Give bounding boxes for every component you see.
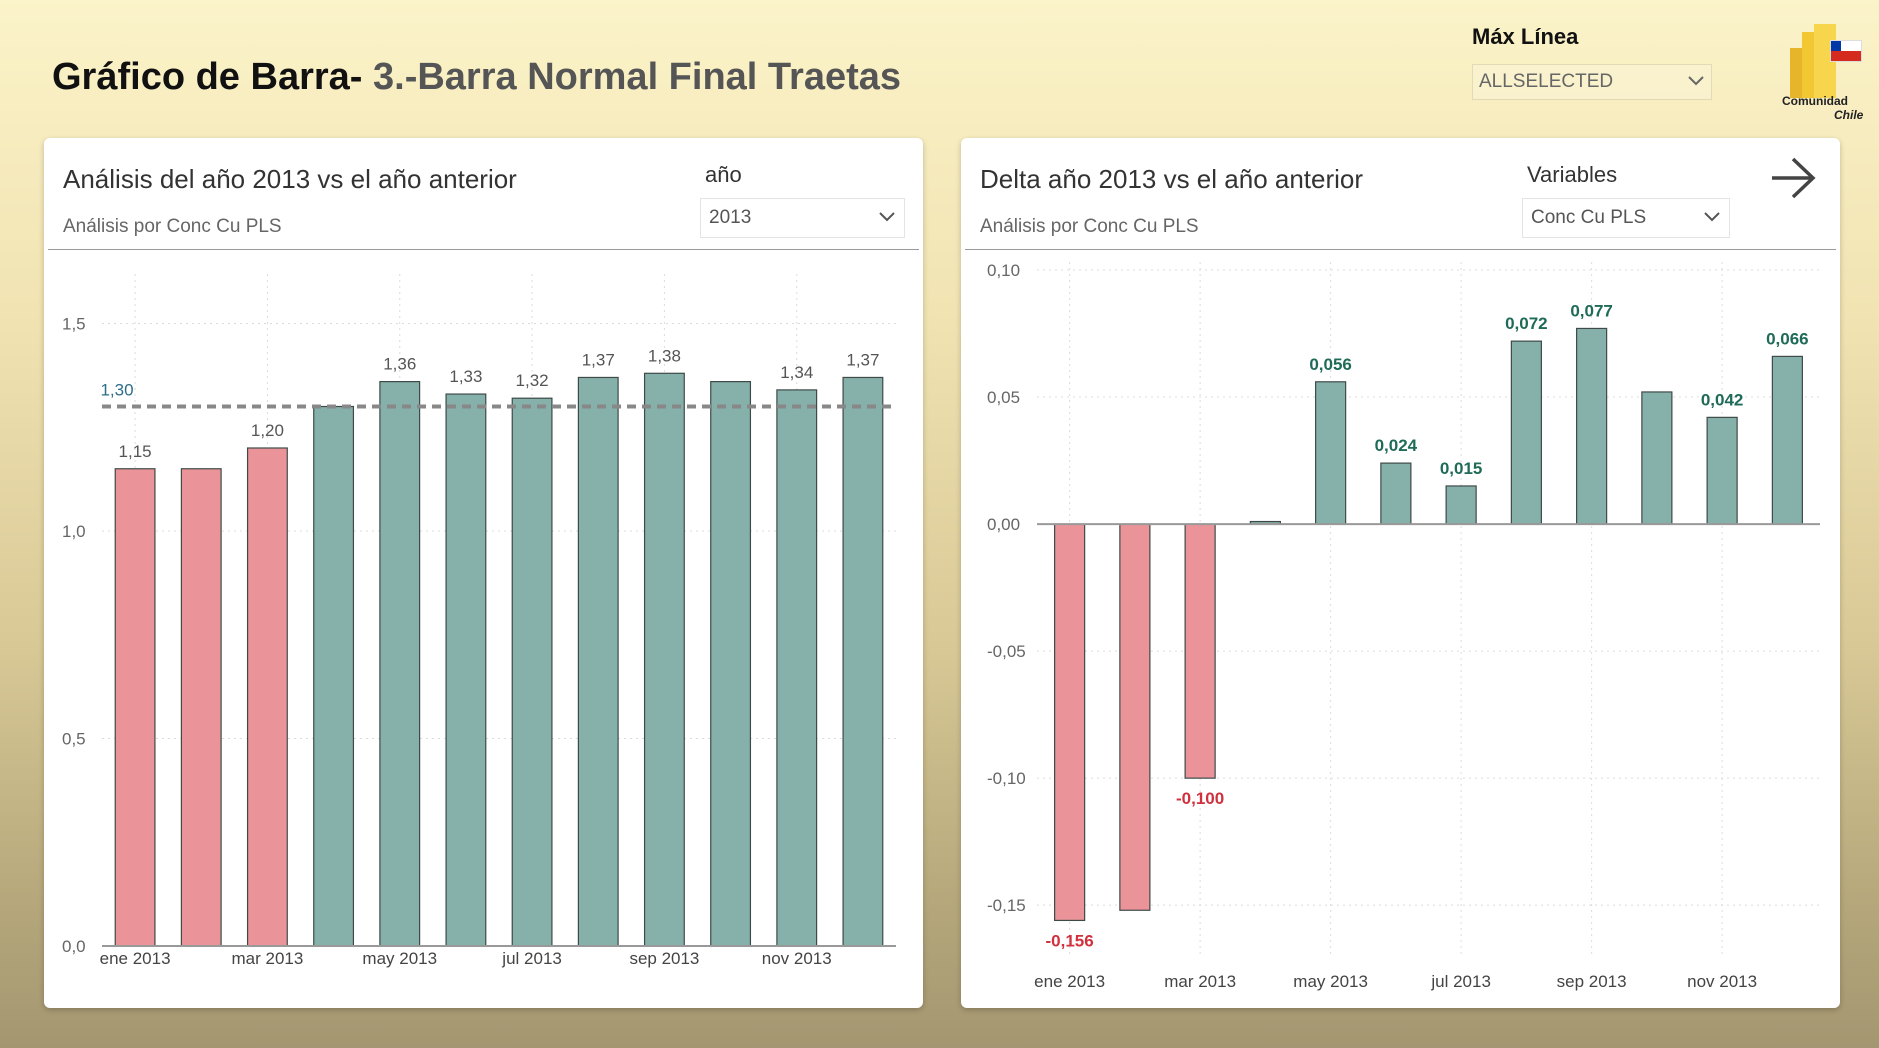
data-label: 1,38 — [648, 346, 681, 365]
bar-may-2013[interactable] — [379, 381, 421, 947]
data-label: 1,36 — [383, 355, 416, 374]
bar-sep-2013[interactable] — [643, 372, 685, 947]
analysis-card-title: Análisis del año 2013 vs el año anterior — [63, 164, 517, 194]
y-tick-label: 0,00 — [987, 515, 1020, 534]
delta-card-title: Delta año 2013 vs el año anterior — [980, 164, 1364, 194]
x-tick-label: jul 2013 — [501, 949, 562, 968]
bar-mar-2013[interactable] — [1184, 523, 1216, 779]
delta-card-subtitle: Análisis por Conc Cu PLS — [980, 216, 1199, 237]
data-label: 0,015 — [1440, 459, 1483, 478]
chevron-down-icon — [1703, 211, 1720, 225]
bar-ago-2013[interactable] — [577, 376, 619, 947]
data-label: 1,32 — [516, 371, 549, 390]
chevron-down-icon — [1687, 75, 1704, 89]
data-label: 0,066 — [1766, 329, 1809, 348]
page-title: Gráfico de Barra- 3.-Barra Normal Final … — [52, 56, 901, 99]
bar-ago-2013[interactable] — [1510, 340, 1542, 525]
bar-sep-2013[interactable] — [1576, 327, 1608, 525]
bar-oct-2013[interactable] — [710, 381, 752, 947]
bar-jul-2013[interactable] — [1445, 485, 1477, 525]
bar-dic-2013[interactable] — [1771, 355, 1803, 525]
year-dropdown-value: 2013 — [709, 207, 752, 228]
x-tick-label: may 2013 — [1293, 972, 1368, 991]
variables-dropdown[interactable]: Conc Cu PLS — [1522, 198, 1730, 238]
delta-bar-chart: 0,10 0,05 0,00 -0,05 -0,10 -0,15 -0,156 -0,100 0… — [987, 261, 1820, 991]
analysis-card: Análisis del año 2013 vs el año anterior… — [44, 138, 923, 1008]
y-tick-label: 1,5 — [62, 315, 86, 334]
x-tick-label: mar 2013 — [232, 949, 304, 968]
bar-nov-2013[interactable] — [776, 389, 818, 947]
x-tick-label: sep 2013 — [629, 949, 699, 968]
bar-oct-2013[interactable] — [1641, 391, 1673, 525]
bar-jun-2013[interactable] — [1380, 462, 1412, 525]
bar-ene-2013[interactable] — [114, 468, 156, 947]
bar-jul-2013[interactable] — [511, 397, 553, 947]
bar-ene-2013[interactable] — [1054, 523, 1086, 922]
delta-card: Delta año 2013 vs el año anterior Anális… — [961, 138, 1840, 1008]
year-slicer-label: año — [705, 162, 742, 187]
data-label: 0,077 — [1570, 301, 1613, 320]
y-tick-label: 0,0 — [62, 937, 86, 956]
variables-slicer-label: Variables — [1527, 162, 1618, 187]
bar-feb-2013[interactable] — [1119, 523, 1151, 911]
y-tick-label: -0,10 — [987, 769, 1026, 788]
data-label: 0,072 — [1505, 314, 1548, 333]
bar-dic-2013[interactable] — [842, 376, 884, 947]
bar-abr-2013[interactable] — [313, 405, 355, 947]
max-line-dropdown[interactable]: ALLSELECTED — [1472, 64, 1712, 100]
chevron-down-icon — [878, 211, 895, 225]
bar-jun-2013[interactable] — [445, 393, 487, 947]
x-tick-label: nov 2013 — [762, 949, 832, 968]
data-label: 1,15 — [119, 442, 152, 461]
bar-mar-2013[interactable] — [246, 447, 288, 947]
y-tick-label: 1,0 — [62, 522, 86, 541]
analysis-card-subtitle: Análisis por Conc Cu PLS — [63, 216, 282, 237]
page-title-subtitle: 3.-Barra Normal Final Traetas — [362, 56, 902, 98]
y-tick-label: 0,05 — [987, 388, 1020, 407]
power-bi-logo: Comunidad Chile — [1778, 20, 1868, 126]
reference-line-label: 1,30 — [100, 381, 133, 400]
data-label: -0,156 — [1046, 931, 1094, 950]
max-line-slicer-label: Máx Línea — [1472, 24, 1579, 49]
x-tick-label: ene 2013 — [1034, 972, 1105, 991]
x-tick-label: sep 2013 — [1557, 972, 1627, 991]
data-label: -0,100 — [1176, 789, 1224, 808]
bar-feb-2013[interactable] — [180, 468, 222, 947]
data-label: 1,20 — [251, 421, 284, 440]
x-tick-label: nov 2013 — [1687, 972, 1757, 991]
x-tick-label: mar 2013 — [1164, 972, 1236, 991]
data-label: 1,33 — [449, 367, 482, 386]
bar-may-2013[interactable] — [1315, 381, 1347, 525]
data-label: 0,056 — [1309, 355, 1352, 374]
card-header-divider — [48, 249, 919, 250]
data-label: 1,34 — [780, 363, 813, 382]
arrow-right-icon[interactable] — [1769, 156, 1817, 205]
year-dropdown[interactable]: 2013 — [700, 198, 905, 238]
x-tick-label: ene 2013 — [100, 949, 171, 968]
bar-nov-2013[interactable] — [1706, 416, 1738, 525]
logo-text-line2: Chile — [1834, 108, 1864, 122]
data-label: 0,024 — [1375, 436, 1418, 455]
max-line-slicer: Máx Línea ALLSELECTED — [1472, 24, 1712, 100]
chile-flag-icon — [1830, 40, 1862, 62]
x-tick-label: may 2013 — [362, 949, 437, 968]
data-label: 1,37 — [846, 350, 879, 369]
y-tick-label: 0,5 — [62, 730, 86, 749]
y-tick-label: -0,15 — [987, 896, 1026, 915]
x-tick-label: jul 2013 — [1430, 972, 1491, 991]
page-title-bold: Gráfico de Barra- — [52, 56, 363, 98]
variables-dropdown-value: Conc Cu PLS — [1531, 207, 1647, 228]
y-tick-label: -0,05 — [987, 642, 1026, 661]
max-line-dropdown-value: ALLSELECTED — [1479, 71, 1614, 92]
data-label: 0,042 — [1701, 390, 1744, 409]
logo-text-line1: Comunidad — [1782, 94, 1848, 108]
data-label: 1,37 — [582, 350, 615, 369]
analysis-bar-chart: 0,0 0,5 1,0 1,5 1,30 1,15 1,20 1,36 1,33 1,32 1,37… — [62, 274, 896, 968]
y-tick-label: 0,10 — [987, 261, 1020, 280]
card-header-divider — [965, 249, 1836, 250]
